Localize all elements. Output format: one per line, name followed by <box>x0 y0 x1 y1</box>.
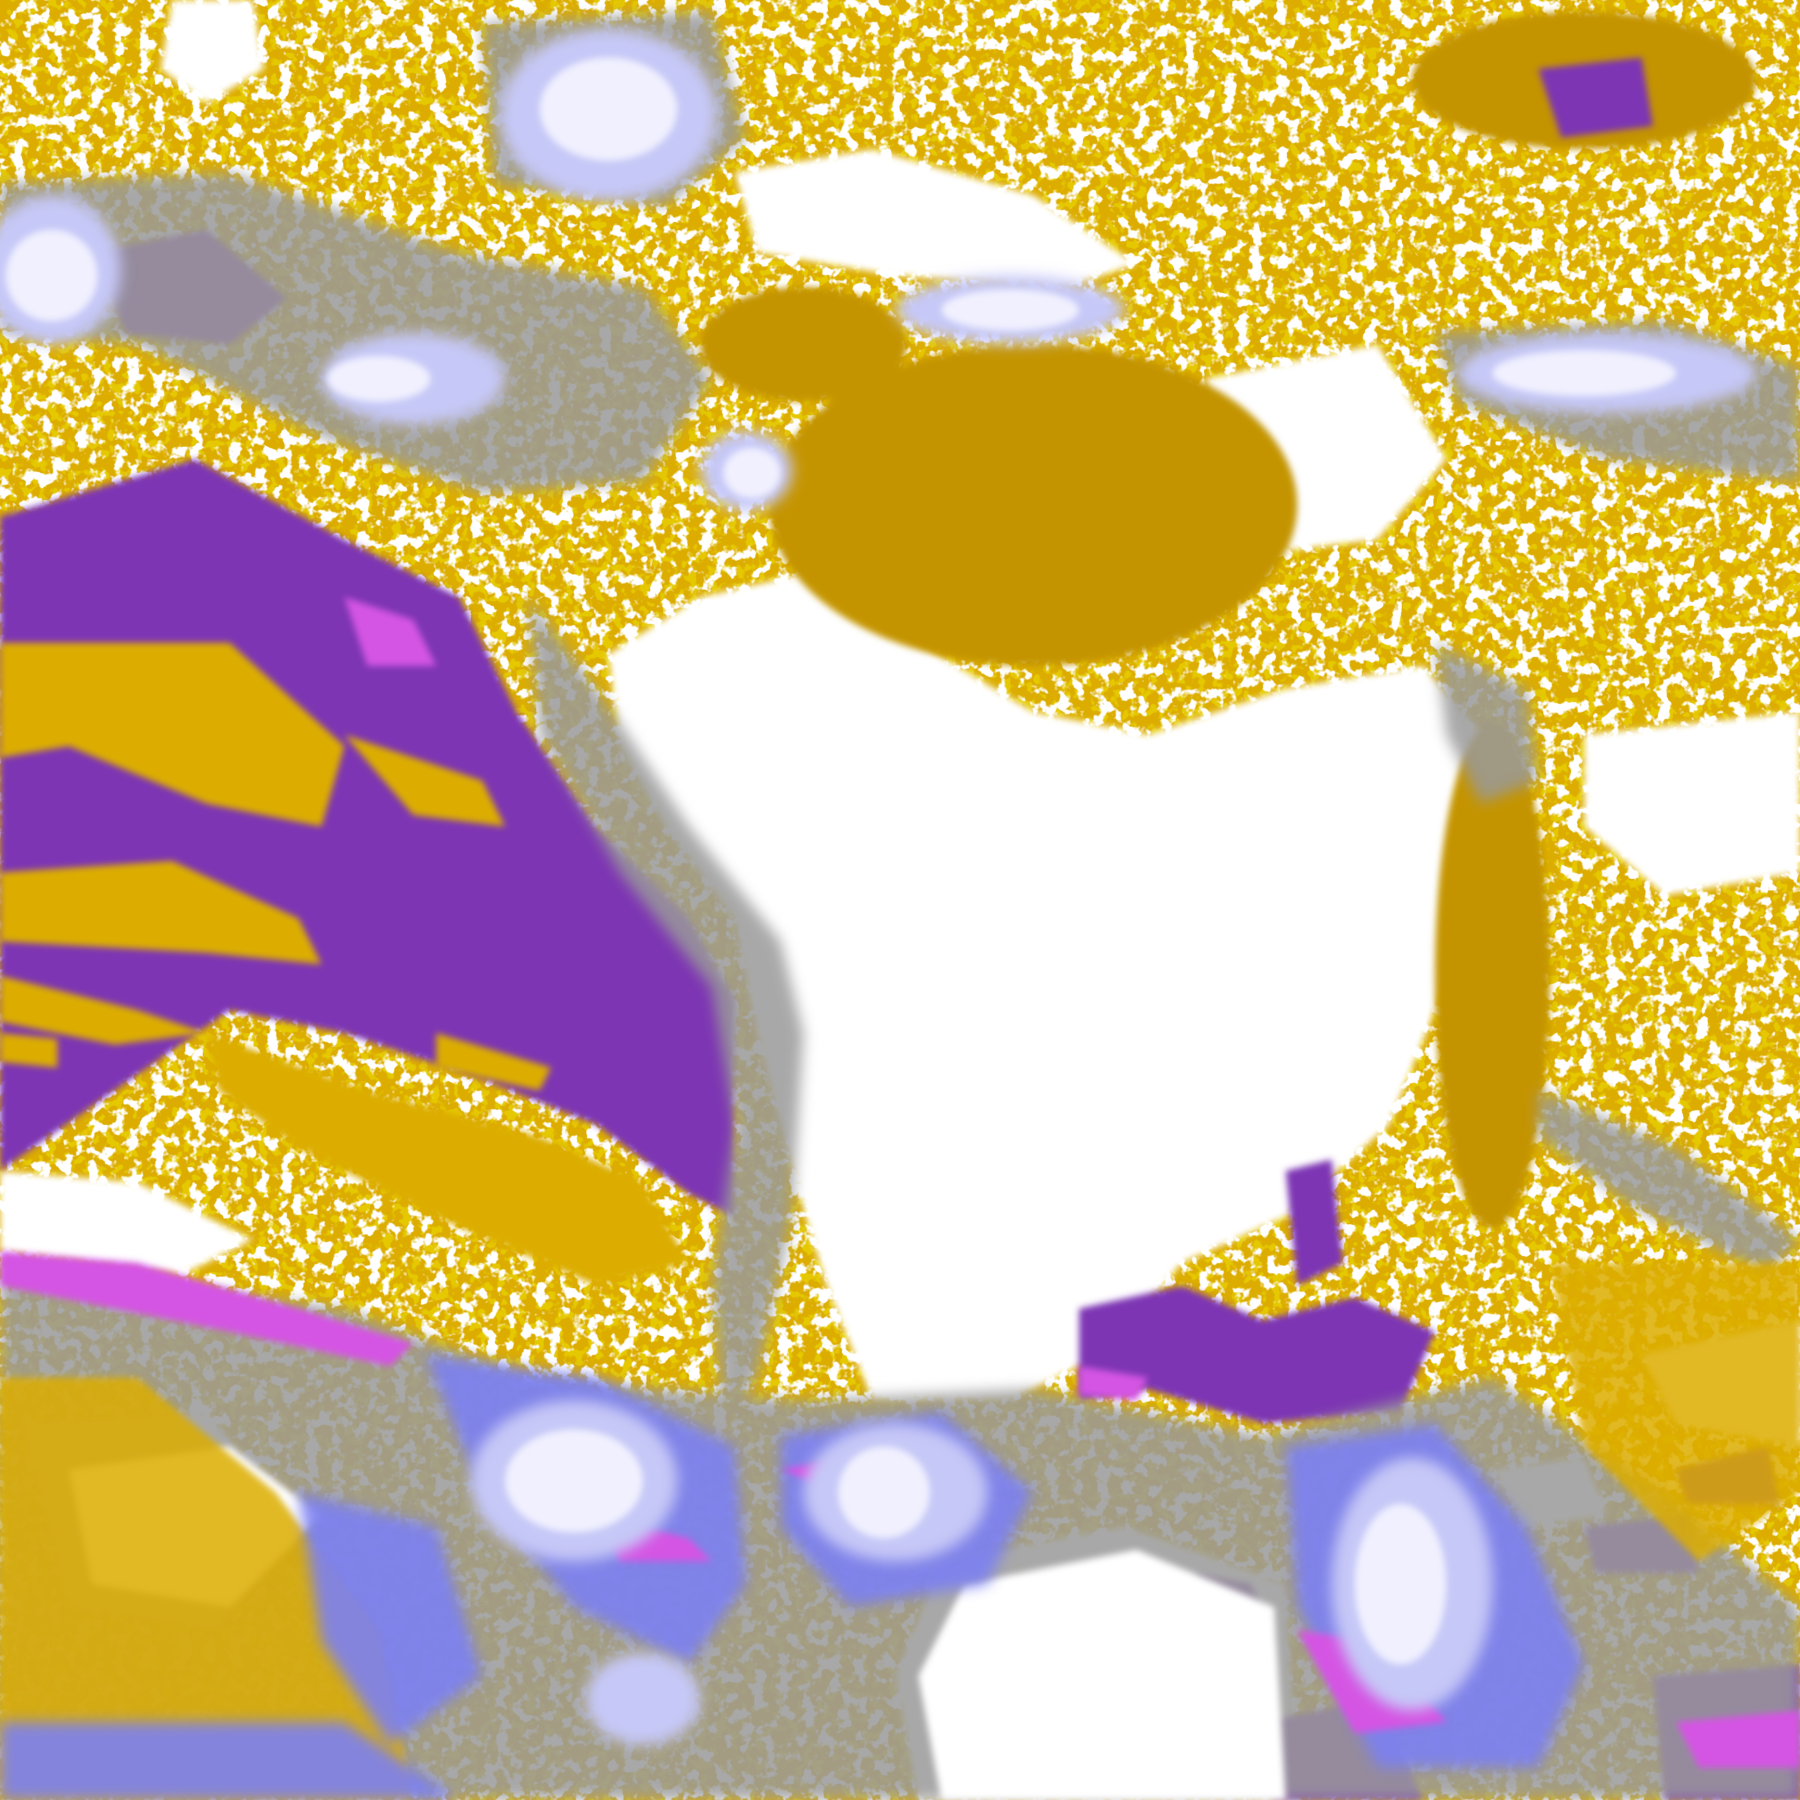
top-band-gray <box>0 172 712 494</box>
gold-band-6 <box>436 1033 552 1091</box>
south-cloud-core-1 <box>505 1429 643 1533</box>
bottom-right-magenta <box>1676 1710 1800 1768</box>
gold-band-1 <box>0 642 345 827</box>
south-cloud-core-2 <box>838 1446 930 1539</box>
sw-periwinkle <box>298 1492 483 1745</box>
right-clear <box>1584 711 1800 896</box>
andes-gray <box>528 596 804 1424</box>
top-cloud-core <box>539 57 678 161</box>
bottom-periwinkle <box>0 1721 460 1800</box>
left-clear-band <box>0 1170 253 1275</box>
east-dark-gold <box>1434 723 1550 1229</box>
sw-gold-area <box>0 1377 414 1800</box>
se-gray-band <box>1538 1090 1800 1275</box>
top-clear-patch <box>160 0 265 104</box>
bottom-ocean-clear-2 <box>918 1549 1286 1800</box>
gold-band-2 <box>0 860 322 965</box>
gold-band-5 <box>344 734 506 827</box>
nw-magenta <box>344 596 437 666</box>
continent-interior-clear <box>608 573 1493 1401</box>
amazon-dark-gold <box>769 344 1298 666</box>
center-cloud-core <box>723 447 781 499</box>
nw-cloud-core <box>5 229 98 322</box>
sw-lavender <box>585 1653 701 1745</box>
pale-cloud-cores <box>5 57 1677 1665</box>
gold-bands-in-ocean <box>0 642 689 1286</box>
east-gray <box>1434 642 1539 804</box>
se-purple-2 <box>1285 1159 1344 1286</box>
sw-gold <box>0 1262 1800 1800</box>
south-magenta-band <box>0 1251 414 1367</box>
top-center-clear <box>734 149 1137 287</box>
south-cloud-core-3 <box>1354 1503 1447 1665</box>
top-center-core <box>941 289 1080 331</box>
left-purple-2 <box>0 723 81 896</box>
nw-cloud-core-2 <box>327 355 431 402</box>
se-gold-area <box>1549 1262 1800 1562</box>
se-purple-1 <box>1079 1285 1435 1424</box>
gold-band-7 <box>0 1033 58 1068</box>
ne-cloud-core <box>1492 350 1677 397</box>
gold-band-4 <box>206 1033 689 1286</box>
right-purple-1 <box>1538 57 1654 138</box>
upper-dark-gold <box>700 286 907 402</box>
se-magenta <box>1079 1366 1148 1401</box>
gold-band-3 <box>0 975 207 1045</box>
